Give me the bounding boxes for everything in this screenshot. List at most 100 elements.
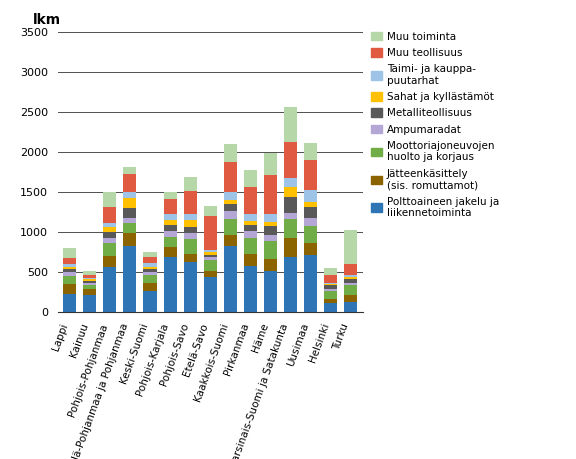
Bar: [344, 264, 357, 274]
Bar: [264, 214, 277, 222]
Bar: [324, 275, 338, 283]
Bar: [344, 295, 357, 302]
Bar: [143, 272, 157, 275]
Bar: [344, 285, 357, 295]
Bar: [344, 302, 357, 312]
Bar: [264, 222, 277, 226]
Bar: [204, 206, 217, 216]
Bar: [204, 216, 217, 250]
Bar: [184, 254, 196, 262]
Bar: [103, 223, 116, 227]
Bar: [123, 192, 137, 198]
Bar: [284, 257, 297, 312]
Bar: [324, 291, 338, 299]
Bar: [284, 219, 297, 238]
Bar: [103, 227, 116, 232]
Bar: [83, 270, 96, 274]
Bar: [184, 233, 196, 239]
Bar: [264, 259, 277, 271]
Bar: [83, 280, 96, 281]
Bar: [284, 238, 297, 257]
Bar: [244, 187, 257, 214]
Bar: [63, 284, 76, 294]
Bar: [284, 178, 297, 186]
Bar: [344, 283, 357, 285]
Bar: [63, 264, 76, 267]
Bar: [184, 191, 196, 214]
Bar: [304, 207, 317, 218]
Bar: [143, 263, 157, 267]
Bar: [164, 220, 177, 225]
Bar: [123, 224, 137, 233]
Bar: [224, 192, 237, 200]
Bar: [103, 192, 116, 207]
Bar: [103, 243, 116, 256]
Bar: [324, 283, 338, 284]
Bar: [143, 257, 157, 263]
Bar: [244, 266, 257, 312]
Bar: [184, 239, 196, 254]
Bar: [244, 225, 257, 231]
Bar: [284, 106, 297, 142]
Bar: [123, 246, 137, 312]
Bar: [164, 225, 177, 230]
Bar: [63, 272, 76, 276]
Bar: [83, 289, 96, 295]
Bar: [304, 160, 317, 190]
Bar: [103, 267, 116, 312]
Bar: [284, 197, 297, 213]
Bar: [103, 232, 116, 238]
Bar: [83, 281, 96, 283]
Bar: [224, 211, 237, 219]
Bar: [164, 257, 177, 312]
Bar: [103, 256, 116, 267]
Bar: [164, 192, 177, 199]
Bar: [284, 142, 297, 178]
Bar: [164, 199, 177, 214]
Bar: [324, 289, 338, 291]
Bar: [224, 219, 237, 235]
Bar: [123, 218, 137, 224]
Bar: [244, 238, 257, 254]
Bar: [244, 254, 257, 266]
Bar: [224, 204, 237, 211]
Bar: [123, 208, 137, 218]
Bar: [224, 246, 237, 312]
Bar: [304, 226, 317, 242]
Bar: [164, 237, 177, 246]
Bar: [164, 214, 177, 220]
Bar: [204, 252, 217, 255]
Bar: [244, 214, 257, 221]
Bar: [63, 294, 76, 312]
Bar: [123, 174, 137, 192]
Bar: [123, 198, 137, 208]
Bar: [324, 303, 338, 312]
Bar: [324, 268, 338, 275]
Bar: [244, 170, 257, 187]
Bar: [244, 231, 257, 238]
Bar: [344, 277, 357, 280]
Bar: [324, 285, 338, 289]
Bar: [284, 186, 297, 197]
Bar: [143, 269, 157, 272]
Bar: [143, 252, 157, 257]
Bar: [63, 258, 76, 264]
Bar: [224, 144, 237, 162]
Bar: [304, 202, 317, 207]
Bar: [184, 227, 196, 233]
Bar: [184, 214, 196, 220]
Bar: [123, 167, 137, 174]
Text: lkm: lkm: [33, 12, 61, 27]
Bar: [164, 230, 177, 237]
Bar: [63, 269, 76, 272]
Bar: [264, 174, 277, 214]
Bar: [324, 284, 338, 285]
Bar: [304, 242, 317, 255]
Bar: [103, 207, 116, 223]
Bar: [83, 295, 96, 312]
Bar: [63, 267, 76, 269]
Bar: [264, 226, 277, 235]
Bar: [143, 267, 157, 269]
Bar: [83, 278, 96, 280]
Bar: [143, 291, 157, 312]
